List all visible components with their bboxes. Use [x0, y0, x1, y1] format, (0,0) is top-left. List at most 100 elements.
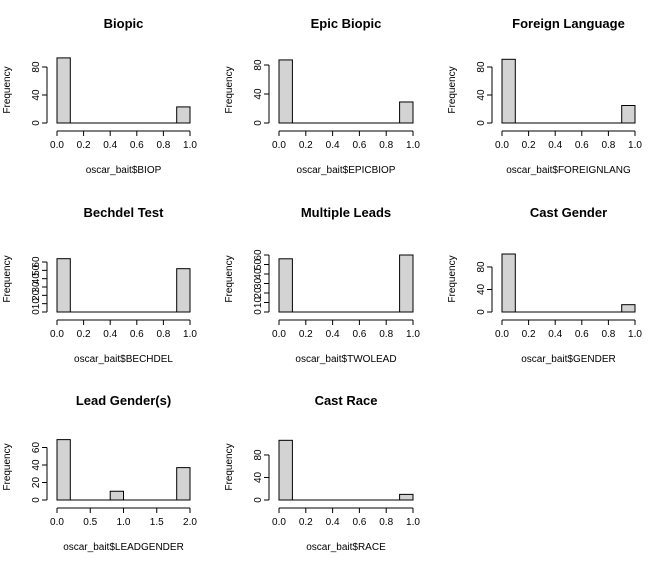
x-tick-label: 0.4 — [326, 329, 340, 340]
x-tick-label: 0.8 — [379, 517, 393, 528]
x-tick-label: 1.0 — [406, 329, 420, 340]
y-axis-label: Frequency — [447, 255, 458, 302]
x-tick-label: 0.8 — [156, 329, 170, 340]
x-tick-label: 0.8 — [156, 140, 170, 151]
histogram-bar — [56, 57, 71, 124]
x-tick-label: 0.0 — [272, 329, 286, 340]
x-tick-label: 1.0 — [406, 140, 420, 151]
x-tick-label: 0.2 — [522, 329, 536, 340]
x-axis-label: oscar_bait$TWOLEAD — [295, 354, 396, 365]
histogram-bar — [176, 467, 191, 501]
x-tick-label: 0.6 — [130, 140, 144, 151]
x-tick-label: 0.0 — [50, 517, 64, 528]
y-tick-label: 0 — [476, 309, 487, 315]
y-tick-label: 0 — [476, 120, 487, 126]
y-tick-label: 80 — [253, 449, 264, 461]
y-tick-label: 20 — [253, 287, 264, 299]
y-tick-label: 80 — [476, 61, 487, 73]
y-axis-label: Frequency — [2, 66, 13, 113]
panel-title: Biopic — [104, 16, 144, 31]
y-tick-label: 0 — [253, 309, 264, 315]
panel-title: Lead Gender(s) — [76, 393, 171, 408]
panel-title: Multiple Leads — [301, 205, 391, 220]
x-tick-label: 0.8 — [601, 329, 615, 340]
x-tick-label: 0.0 — [495, 140, 509, 151]
histogram-bar — [109, 490, 124, 501]
histogram-bar — [278, 258, 293, 313]
histogram-bar — [56, 439, 71, 501]
x-tick-label: 0.6 — [130, 329, 144, 340]
y-tick-label: 30 — [253, 278, 264, 290]
x-axis-label: oscar_bait$LEADGENDER — [63, 542, 184, 553]
y-tick-label: 0 — [31, 120, 42, 126]
y-tick-label: 80 — [31, 61, 42, 73]
y-tick-label: 0 — [31, 497, 42, 503]
x-tick-label: 0.8 — [379, 329, 393, 340]
x-axis-label: oscar_bait$EPICBIOP — [297, 165, 396, 176]
histogram-bar — [621, 105, 636, 124]
x-axis-label: oscar_bait$RACE — [306, 542, 386, 553]
y-tick-label: 10 — [31, 298, 42, 310]
panel-title: Cast Race — [315, 393, 378, 408]
histogram-bar — [176, 106, 191, 124]
x-tick-label: 0.6 — [575, 140, 589, 151]
y-tick-label: 40 — [31, 89, 42, 101]
y-tick-label: 40 — [476, 89, 487, 101]
x-tick-label: 1.5 — [150, 517, 164, 528]
y-tick-label: 0 — [31, 309, 42, 315]
y-tick-label: 60 — [31, 256, 42, 268]
x-tick-label: 0.4 — [103, 329, 117, 340]
y-tick-label: 60 — [31, 442, 42, 454]
y-tick-label: 40 — [253, 268, 264, 280]
x-axis-label: oscar_bait$BECHDEL — [74, 354, 173, 365]
y-axis-label: Frequency — [2, 443, 13, 490]
x-tick-label: 0.0 — [272, 140, 286, 151]
histogram-bar — [501, 253, 516, 313]
panel-title: Cast Gender — [530, 205, 607, 220]
y-axis-label: Frequency — [224, 255, 235, 302]
y-tick-label: 40 — [253, 88, 264, 100]
y-tick-label: 30 — [31, 281, 42, 293]
x-tick-label: 0.2 — [299, 329, 313, 340]
histogram-bar — [399, 493, 414, 501]
x-tick-label: 0.6 — [352, 140, 366, 151]
panel-title: Epic Biopic — [311, 16, 382, 31]
y-tick-label: 0 — [253, 497, 264, 503]
x-tick-label: 0.4 — [548, 329, 562, 340]
histogram-bar — [278, 59, 293, 124]
x-tick-label: 0.6 — [352, 329, 366, 340]
x-tick-label: 1.0 — [183, 329, 197, 340]
x-tick-label: 0.6 — [352, 517, 366, 528]
y-tick-label: 20 — [31, 289, 42, 301]
x-axis-label: oscar_bait$BIOP — [86, 165, 162, 176]
x-axis-label: oscar_bait$GENDER — [521, 354, 615, 365]
y-tick-label: 0 — [253, 120, 264, 126]
x-tick-label: 0.6 — [575, 329, 589, 340]
y-tick-label: 80 — [476, 261, 487, 273]
x-tick-label: 1.0 — [183, 140, 197, 151]
y-tick-label: 80 — [253, 59, 264, 71]
x-tick-label: 1.0 — [628, 140, 642, 151]
x-tick-label: 0.8 — [601, 140, 615, 151]
x-tick-label: 0.2 — [299, 517, 313, 528]
x-tick-label: 0.8 — [379, 140, 393, 151]
x-axis-label: oscar_bait$FOREIGNLANG — [506, 165, 631, 176]
x-tick-label: 0.4 — [326, 140, 340, 151]
histogram-bar — [278, 439, 293, 501]
x-tick-label: 1.0 — [628, 329, 642, 340]
x-tick-label: 0.2 — [522, 140, 536, 151]
y-tick-label: 10 — [253, 297, 264, 309]
y-tick-label: 40 — [476, 283, 487, 295]
x-tick-label: 0.4 — [103, 140, 117, 151]
x-tick-label: 0.0 — [272, 517, 286, 528]
y-tick-label: 50 — [31, 264, 42, 276]
x-tick-label: 0.4 — [548, 140, 562, 151]
x-tick-label: 0.2 — [77, 329, 91, 340]
y-tick-label: 60 — [253, 249, 264, 261]
histogram-bar — [621, 304, 636, 313]
x-tick-label: 0.4 — [326, 517, 340, 528]
x-tick-label: 1.0 — [406, 517, 420, 528]
y-tick-label: 40 — [31, 273, 42, 285]
x-tick-label: 0.0 — [495, 329, 509, 340]
x-tick-label: 1.0 — [117, 517, 131, 528]
